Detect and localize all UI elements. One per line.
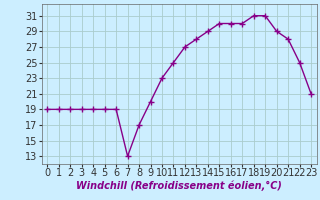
X-axis label: Windchill (Refroidissement éolien,°C): Windchill (Refroidissement éolien,°C) <box>76 181 282 191</box>
